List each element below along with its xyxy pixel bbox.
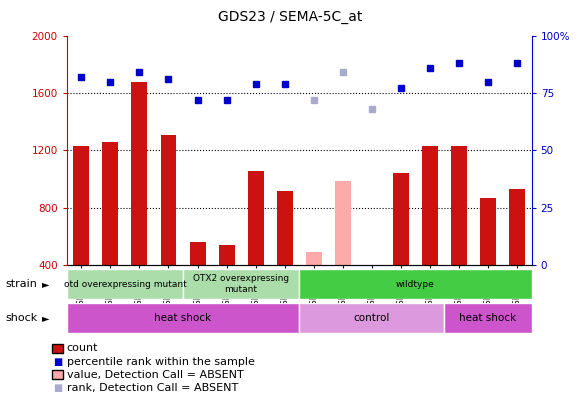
Bar	[183, 269, 299, 299]
Bar	[451, 146, 467, 265]
Text: control: control	[354, 313, 390, 323]
Text: ■: ■	[53, 383, 62, 393]
Bar	[299, 269, 532, 299]
Bar	[160, 135, 177, 265]
Bar	[189, 242, 206, 265]
Bar	[444, 303, 532, 333]
Text: strain: strain	[6, 279, 38, 289]
Bar	[277, 190, 293, 265]
Text: ►: ►	[42, 313, 49, 323]
Bar	[67, 303, 299, 333]
Bar	[480, 198, 496, 265]
Text: value, Detection Call = ABSENT: value, Detection Call = ABSENT	[67, 369, 243, 380]
Text: GDS23 / SEMA-5C_at: GDS23 / SEMA-5C_at	[218, 10, 363, 24]
Bar	[299, 303, 444, 333]
Text: rank, Detection Call = ABSENT: rank, Detection Call = ABSENT	[67, 383, 238, 393]
Text: ■: ■	[53, 356, 62, 367]
Text: ►: ►	[42, 279, 49, 289]
Text: OTX2 overexpressing
mutant: OTX2 overexpressing mutant	[193, 274, 289, 294]
Text: heat shock: heat shock	[155, 313, 211, 323]
Bar	[218, 245, 235, 265]
Bar	[364, 265, 380, 267]
Text: heat shock: heat shock	[460, 313, 517, 323]
Text: otd overexpressing mutant: otd overexpressing mutant	[63, 280, 187, 289]
Text: wildtype: wildtype	[396, 280, 435, 289]
Bar	[73, 146, 89, 265]
Bar	[67, 269, 183, 299]
Bar	[393, 173, 409, 265]
Bar	[248, 171, 264, 265]
Text: percentile rank within the sample: percentile rank within the sample	[67, 356, 254, 367]
Bar	[102, 142, 119, 265]
Text: shock: shock	[6, 313, 38, 323]
Bar	[422, 146, 438, 265]
Bar	[131, 82, 148, 265]
Bar	[335, 181, 351, 265]
Text: count: count	[67, 343, 98, 354]
Bar	[306, 252, 322, 265]
Bar	[509, 189, 525, 265]
